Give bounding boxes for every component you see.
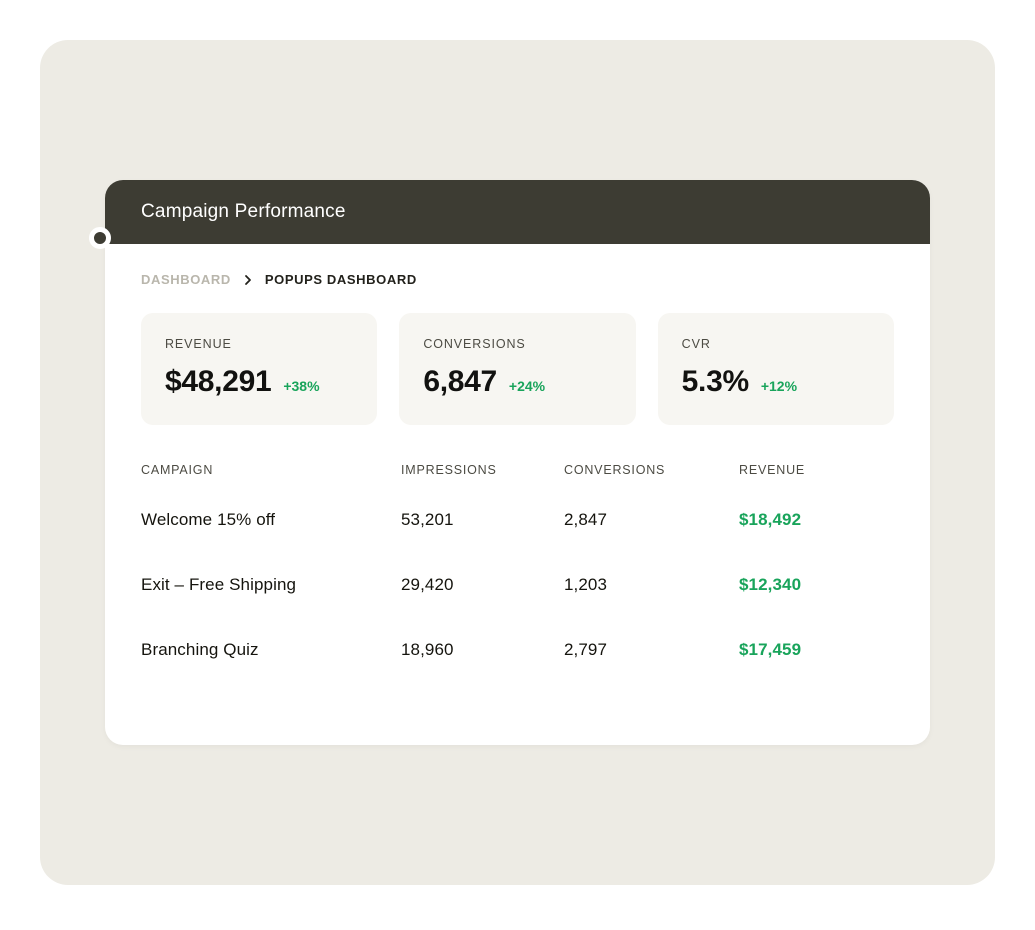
column-header-conversions: CONVERSIONS	[564, 463, 666, 477]
card-body: DASHBOARD POPUPS DASHBOARD REVENUE $48,2…	[105, 244, 930, 682]
stat-value: $48,291	[165, 365, 272, 398]
table-header-row: CAMPAIGN IMPRESSIONS CONVERSIONS REVENUE	[141, 463, 894, 477]
stat-label: CVR	[681, 337, 711, 351]
column-header-revenue: REVENUE	[739, 463, 806, 477]
column-header-campaign: CAMPAIGN	[141, 463, 214, 477]
edge-dot-indicator	[89, 227, 111, 249]
stat-card-cvr: CVR 5.3% +12%	[657, 313, 894, 425]
page-title: Campaign Performance	[141, 201, 346, 222]
cell-conversions: 2,847	[564, 509, 608, 529]
cell-campaign: Branching Quiz	[141, 639, 259, 659]
cell-impressions: 29,420	[401, 574, 454, 594]
cell-revenue: $18,492	[739, 509, 802, 529]
table-row[interactable]: Exit – Free Shipping 29,420 1,203 $12,34…	[141, 552, 894, 617]
card-header: Campaign Performance	[105, 180, 930, 244]
table-row[interactable]: Branching Quiz 18,960 2,797 $17,459	[141, 617, 894, 682]
cell-impressions: 53,201	[401, 509, 454, 529]
cell-campaign: Exit – Free Shipping	[141, 574, 297, 594]
cell-revenue: $12,340	[739, 574, 802, 594]
cell-revenue: $17,459	[739, 639, 802, 659]
cell-impressions: 18,960	[401, 639, 454, 659]
stat-label: REVENUE	[165, 337, 232, 351]
column-header-impressions: IMPRESSIONS	[401, 463, 497, 477]
cell-campaign: Welcome 15% off	[141, 509, 276, 529]
stat-delta-badge: +38%	[283, 378, 320, 394]
chevron-right-icon	[243, 274, 253, 286]
breadcrumb: DASHBOARD POPUPS DASHBOARD	[141, 272, 894, 287]
cell-conversions: 1,203	[564, 574, 608, 594]
stat-label: CONVERSIONS	[423, 337, 526, 351]
stat-value: 5.3%	[681, 365, 749, 398]
stat-card-revenue: REVENUE $48,291 +38%	[141, 313, 378, 425]
cell-conversions: 2,797	[564, 639, 608, 659]
breadcrumb-item-popups-dashboard: POPUPS DASHBOARD	[264, 272, 417, 287]
campaign-table: CAMPAIGN IMPRESSIONS CONVERSIONS REVENUE…	[141, 463, 894, 682]
stat-delta-badge: +12%	[760, 378, 798, 394]
breadcrumb-item-dashboard[interactable]: DASHBOARD	[141, 272, 231, 287]
stats-row: REVENUE $48,291 +38% CONVERSIONS 6,847 +…	[141, 313, 894, 425]
stat-value: 6,847	[423, 365, 497, 398]
stat-card-conversions: CONVERSIONS 6,847 +24%	[399, 313, 636, 425]
campaign-performance-card: Campaign Performance DASHBOARD POPUPS DA…	[89, 180, 930, 745]
stat-delta-badge: +24%	[508, 378, 546, 394]
background-panel: Campaign Performance DASHBOARD POPUPS DA…	[40, 40, 995, 885]
table-row[interactable]: Welcome 15% off 53,201 2,847 $18,492	[141, 487, 894, 552]
